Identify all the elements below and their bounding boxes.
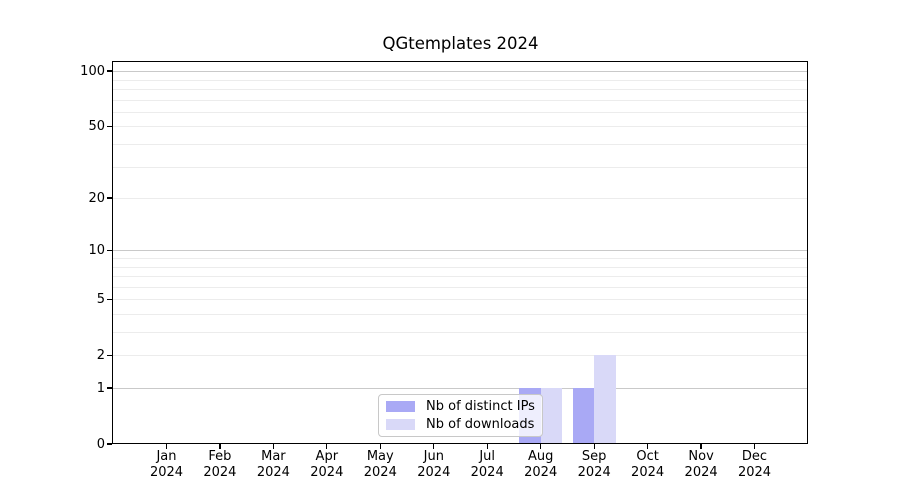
minor-gridline-20: [113, 198, 808, 199]
major-gridline-1: [113, 388, 808, 389]
year-label: 2024: [363, 464, 397, 480]
y-tick-label-100: 100: [80, 63, 105, 79]
y-tick-label-5: 5: [96, 291, 105, 307]
x-tick-label-apr: Apr 2024: [295, 449, 359, 480]
month-label: Aug: [527, 449, 554, 464]
x-tick-mark-apr: [326, 444, 328, 449]
legend-label-distinct-ips: Nb of distinct IPs: [426, 399, 535, 414]
x-tick-mark-may: [379, 444, 381, 449]
minor-gridline-4: [113, 313, 808, 315]
x-tick-label-may: May 2024: [348, 449, 412, 480]
x-tick-mark-sep: [593, 444, 595, 449]
minor-gridline-30: [113, 166, 808, 168]
month-label: Feb: [208, 449, 232, 464]
minor-gridline-3: [113, 332, 808, 333]
year-label: 2024: [256, 464, 290, 480]
bar-downloads-sep: [594, 355, 616, 444]
x-tick-label-sep: Sep 2024: [562, 449, 626, 480]
minor-gridline-80: [113, 88, 808, 90]
month-label: Oct: [636, 449, 659, 464]
y-tick-mark-5: [107, 298, 112, 300]
y-tick-mark-100: [107, 70, 112, 72]
minor-gridline-60: [113, 111, 808, 113]
x-tick-mark-nov: [700, 444, 702, 449]
year-label: 2024: [524, 464, 558, 480]
minor-gridline-5: [113, 299, 808, 301]
year-label: 2024: [684, 464, 718, 480]
month-label: Apr: [315, 449, 339, 464]
month-label: Sep: [581, 449, 607, 464]
month-label: Nov: [688, 449, 714, 464]
x-tick-label-jan: Jan 2024: [135, 449, 199, 480]
year-label: 2024: [310, 464, 344, 480]
y-tick-label-10: 10: [88, 242, 105, 258]
year-label: 2024: [577, 464, 611, 480]
x-tick-mark-aug: [540, 444, 542, 449]
year-label: 2024: [470, 464, 504, 480]
month-label: Mar: [261, 449, 286, 464]
year-label: 2024: [631, 464, 665, 480]
axes-spines: [112, 61, 808, 444]
x-tick-label-oct: Oct 2024: [616, 449, 680, 480]
legend-row-downloads: Nb of downloads: [386, 417, 535, 432]
x-tick-label-mar: Mar 2024: [241, 449, 305, 480]
x-tick-label-jun: Jun 2024: [402, 449, 466, 480]
y-tick-mark-20: [107, 197, 112, 199]
month-label: Dec: [741, 449, 768, 464]
x-tick-mark-dec: [753, 444, 756, 449]
x-tick-mark-jun: [433, 444, 435, 449]
major-gridline-10: [113, 250, 808, 252]
y-tick-mark-50: [107, 125, 112, 127]
x-tick-mark-jul: [486, 444, 488, 449]
minor-gridline-7: [113, 276, 808, 277]
y-tick-label-2: 2: [96, 347, 105, 363]
legend-swatch-downloads-icon: [386, 419, 415, 430]
y-tick-mark-0: [107, 443, 112, 445]
minor-gridline-40: [113, 143, 808, 145]
legend-row-distinct-ips: Nb of distinct IPs: [386, 399, 535, 414]
x-tick-label-dec: Dec 2024: [723, 449, 787, 480]
y-tick-mark-1: [107, 387, 112, 389]
y-tick-label-0: 0: [96, 436, 105, 452]
minor-gridline-90: [113, 79, 808, 81]
legend-swatch-distinct-ips-icon: [386, 401, 415, 412]
y-tick-mark-2: [107, 354, 112, 356]
legend-label-downloads: Nb of downloads: [426, 417, 535, 432]
year-label: 2024: [149, 464, 184, 480]
x-tick-label-feb: Feb 2024: [188, 449, 252, 480]
bar-distinct-ips-sep: [572, 388, 595, 444]
minor-gridline-9: [113, 257, 808, 259]
minor-gridline-2: [113, 355, 808, 357]
x-tick-mark-jan: [165, 444, 168, 449]
y-tick-label-20: 20: [88, 190, 105, 206]
x-tick-label-jul: Jul 2024: [455, 449, 519, 480]
y-tick-mark-10: [107, 249, 112, 251]
year-label: 2024: [203, 464, 237, 480]
minor-gridline-70: [113, 99, 808, 101]
x-tick-label-aug: Aug 2024: [509, 449, 573, 480]
major-gridline-100: [113, 71, 808, 73]
year-label: 2024: [417, 464, 451, 480]
month-label: Jul: [479, 449, 496, 464]
y-tick-label-1: 1: [96, 380, 105, 396]
chart-title: QGtemplates 2024: [382, 34, 539, 53]
year-label: 2024: [737, 464, 772, 480]
minor-gridline-50: [113, 126, 808, 128]
month-label: Jan: [156, 449, 177, 464]
minor-gridline-6: [113, 286, 808, 288]
bar-downloads-aug: [540, 388, 563, 444]
y-tick-label-50: 50: [88, 118, 105, 134]
x-tick-mark-feb: [219, 444, 221, 449]
x-tick-label-nov: Nov 2024: [669, 449, 733, 480]
x-tick-mark-oct: [646, 444, 649, 449]
legend: Nb of distinct IPs Nb of downloads: [378, 394, 543, 437]
x-tick-mark-mar: [272, 444, 275, 449]
month-label: May: [366, 449, 394, 464]
month-label: Jun: [423, 449, 444, 464]
minor-gridline-8: [113, 266, 808, 268]
